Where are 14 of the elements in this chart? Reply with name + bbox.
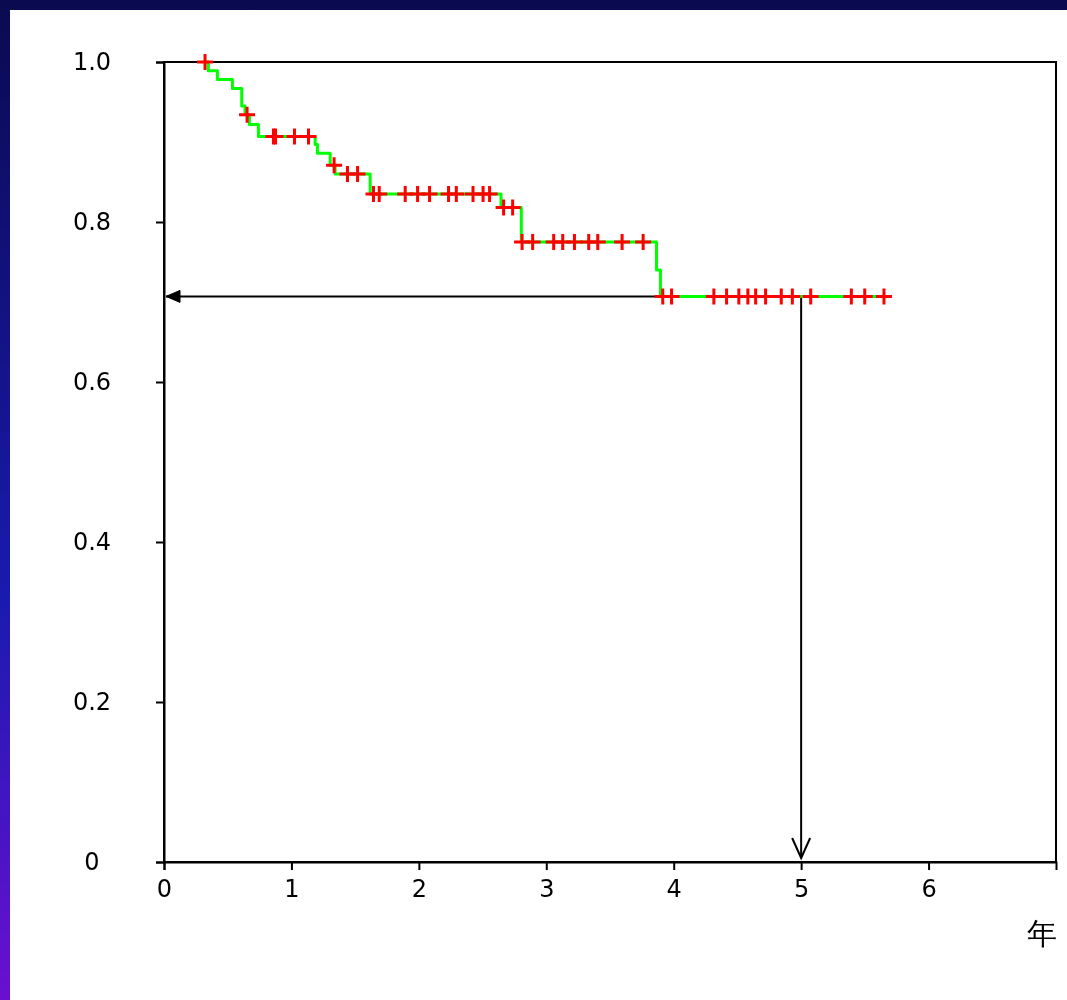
y-tick-label: 0.4 [72,528,112,557]
y-tick-label: 0.6 [72,368,112,397]
y-tick-label: 1.0 [72,48,112,77]
x-tick-label: 6 [921,875,937,904]
y-tick-label: 0 [84,848,100,877]
x-tick-label: 3 [539,875,555,904]
y-tick-label: 0.2 [72,688,112,717]
y-tick-label: 0.8 [72,208,112,237]
x-tick-label: 5 [794,875,810,904]
x-axis-title: 年 [1027,916,1057,951]
x-tick-label: 0 [156,875,173,904]
x-tick-label: 2 [411,875,427,904]
x-tick-label: 4 [666,875,682,904]
x-tick-label: 1 [284,875,300,904]
